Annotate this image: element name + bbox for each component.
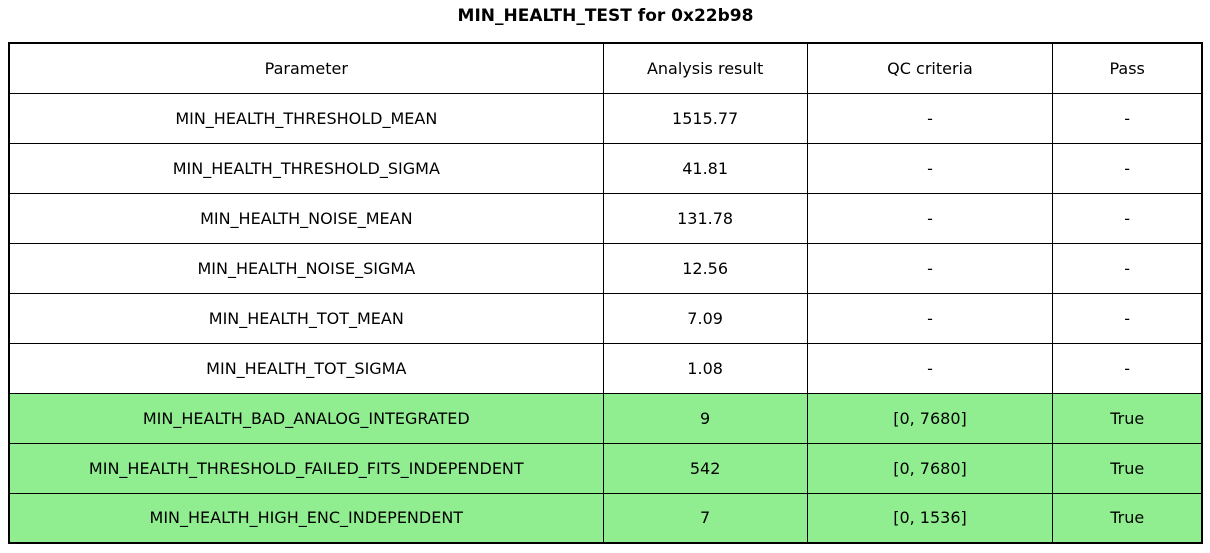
table-body: MIN_HEALTH_THRESHOLD_MEAN 1515.77- - MIN_HE… [8,92,1203,544]
qc-cell: [0, 7680] [806,442,1054,494]
column-header-analysis-result: Analysis result [602,42,808,94]
param-cell: MIN_HEALTH_TOT_SIGMA [8,342,604,394]
table-row: MIN_HEALTH_THRESHOLD_MEAN 1515.77- - [8,92,1203,144]
column-header-qc-criteria: QC criteria [806,42,1054,94]
pass-cell: True [1052,442,1203,494]
pass-cell: - [1052,92,1203,144]
pass-cell: True [1052,492,1203,544]
result-cell: 7 [602,492,808,544]
qc-cell: [0, 1536] [806,492,1054,544]
qc-cell: - [806,292,1054,344]
column-header-parameter: Parameter [8,42,604,94]
result-cell: 542 [602,442,808,494]
qc-cell: - [806,142,1054,194]
table-row: MIN_HEALTH_THRESHOLD_SIGMA 41.81- - [8,142,1203,194]
param-cell: MIN_HEALTH_THRESHOLD_SIGMA [8,142,604,194]
qc-results-table: Parameter Analysis result QC criteria Pa… [8,42,1203,544]
table-row: MIN_HEALTH_NOISE_SIGMA 12.56- - [8,242,1203,294]
table-row: MIN_HEALTH_HIGH_ENC_INDEPENDENT 7 [0, 1536… [8,492,1203,544]
result-cell: 7.09 [602,292,808,344]
result-cell: 1.08 [602,342,808,394]
qc-cell: [0, 7680] [806,392,1054,444]
pass-cell: - [1052,342,1203,394]
param-cell: MIN_HEALTH_BAD_ANALOG_INTEGRATED [8,392,604,444]
result-cell: 9 [602,392,808,444]
param-cell: MIN_HEALTH_THRESHOLD_MEAN [8,92,604,144]
result-cell: 41.81 [602,142,808,194]
qc-cell: - [806,92,1054,144]
qc-cell: - [806,342,1054,394]
result-cell: 12.56 [602,242,808,294]
param-cell: MIN_HEALTH_THRESHOLD_FAILED_FITS_INDEPEN… [8,442,604,494]
pass-cell: True [1052,392,1203,444]
column-header-pass: Pass [1052,42,1203,94]
table-row: MIN_HEALTH_TOT_MEAN 7.09- - [8,292,1203,344]
table-row: MIN_HEALTH_THRESHOLD_FAILED_FITS_INDEPEN… [8,442,1203,494]
qc-cell: - [806,242,1054,294]
pass-cell: - [1052,192,1203,244]
pass-cell: - [1052,292,1203,344]
table-header-row: Parameter Analysis result QC criteria Pa… [8,42,1203,94]
page-title: MIN_HEALTH_TEST for 0x22b98 [457,6,754,26]
result-cell: 131.78 [602,192,808,244]
table-row: MIN_HEALTH_TOT_SIGMA 1.08- - [8,342,1203,394]
param-cell: MIN_HEALTH_NOISE_MEAN [8,192,604,244]
pass-cell: - [1052,242,1203,294]
table-row: MIN_HEALTH_NOISE_MEAN 131.78- - [8,192,1203,244]
param-cell: MIN_HEALTH_TOT_MEAN [8,292,604,344]
param-cell: MIN_HEALTH_NOISE_SIGMA [8,242,604,294]
result-cell: 1515.77 [602,92,808,144]
qc-cell: - [806,192,1054,244]
table-row: MIN_HEALTH_BAD_ANALOG_INTEGRATED 9 [0, 768… [8,392,1203,444]
param-cell: MIN_HEALTH_HIGH_ENC_INDEPENDENT [8,492,604,544]
pass-cell: - [1052,142,1203,194]
